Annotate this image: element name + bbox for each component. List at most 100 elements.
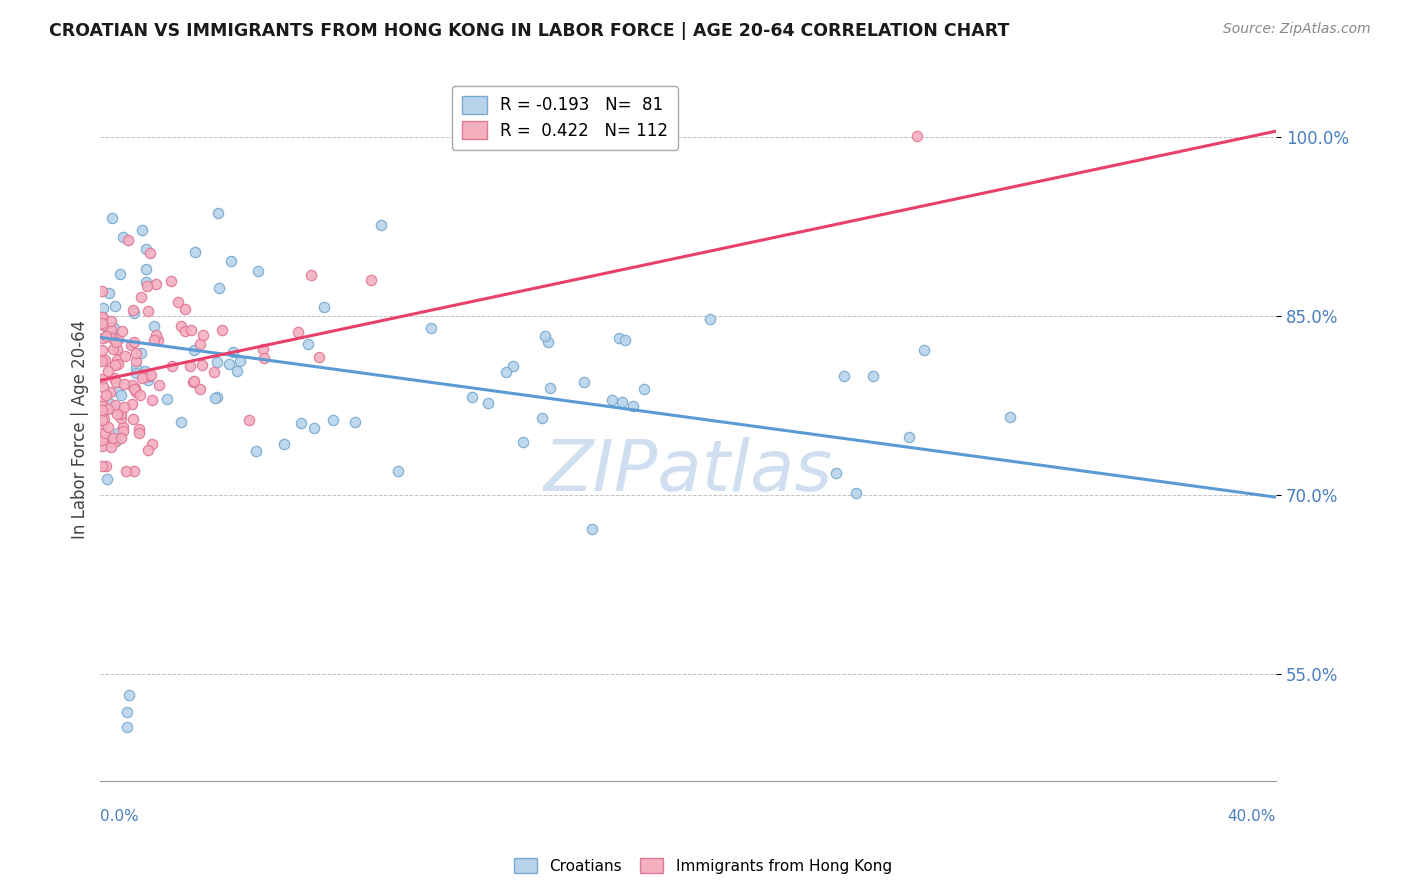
Point [253, 351, 276, 366]
Point [222, 345, 245, 359]
Point [312, 300, 335, 314]
Point [141, 393, 163, 408]
Point [122, 382, 145, 396]
Point [191, 358, 214, 372]
Point [108, 267, 131, 281]
Point [115, 720, 138, 734]
Text: Source: ZipAtlas.com: Source: ZipAtlas.com [1223, 22, 1371, 37]
Point [98, 285, 121, 300]
Point [174, 301, 197, 316]
Point [145, 327, 167, 342]
Point [134, 369, 156, 384]
Point [142, 319, 165, 334]
Point [90, 403, 112, 417]
Point [124, 334, 146, 349]
Point [135, 275, 157, 289]
Point [343, 415, 366, 429]
Point [600, 392, 623, 407]
Point [190, 383, 212, 397]
Point [538, 381, 561, 395]
Point [101, 431, 124, 445]
Point [302, 421, 325, 435]
Point [301, 268, 323, 282]
Point [135, 261, 157, 276]
Point [533, 329, 555, 343]
Point [105, 335, 128, 350]
Point [862, 368, 884, 383]
Point [612, 395, 634, 409]
Point [111, 424, 134, 438]
Point [228, 353, 250, 368]
Point [90, 343, 112, 357]
Point [90, 458, 112, 473]
Point [125, 360, 148, 375]
Legend: R = -0.193   N=  81, R =  0.422   N= 112: R = -0.193 N= 81, R = 0.422 N= 112 [451, 86, 678, 150]
Point [94, 388, 117, 402]
Point [101, 211, 124, 225]
Point [170, 318, 193, 333]
Point [252, 342, 274, 356]
Point [91, 412, 114, 426]
Point [103, 321, 125, 335]
Point [124, 464, 146, 478]
Point [105, 376, 128, 390]
Point [91, 417, 114, 431]
Point [91, 316, 114, 330]
Point [531, 410, 554, 425]
Point [308, 350, 330, 364]
Point [183, 343, 205, 357]
Point [131, 223, 153, 237]
Point [103, 342, 125, 356]
Point [135, 278, 157, 293]
Point [110, 388, 132, 402]
Point [107, 332, 129, 346]
Point [107, 357, 129, 371]
Point [90, 400, 112, 414]
Point [112, 401, 135, 415]
Point [134, 364, 156, 378]
Point [124, 345, 146, 359]
Point [845, 485, 868, 500]
Point [179, 359, 201, 373]
Point [90, 439, 112, 453]
Point [188, 336, 211, 351]
Point [537, 334, 560, 349]
Point [90, 433, 112, 447]
Point [110, 407, 132, 421]
Point [420, 321, 443, 335]
Point [221, 254, 243, 268]
Point [136, 303, 159, 318]
Point [135, 242, 157, 256]
Point [121, 397, 143, 411]
Point [105, 353, 128, 368]
Point [105, 434, 128, 449]
Y-axis label: In Labor Force | Age 20-64: In Labor Force | Age 20-64 [72, 319, 89, 539]
Point [94, 403, 117, 417]
Point [633, 382, 655, 396]
Point [998, 410, 1021, 425]
Point [138, 369, 160, 384]
Point [907, 128, 929, 143]
Point [128, 426, 150, 441]
Point [125, 385, 148, 400]
Point [207, 390, 229, 404]
Point [128, 422, 150, 436]
Point [93, 411, 115, 425]
Point [360, 273, 382, 287]
Legend: Croatians, Immigrants from Hong Kong: Croatians, Immigrants from Hong Kong [508, 852, 898, 880]
Point [461, 390, 484, 404]
Point [572, 375, 595, 389]
Point [273, 437, 295, 451]
Point [100, 322, 122, 336]
Point [112, 229, 135, 244]
Point [183, 374, 205, 388]
Point [104, 358, 127, 372]
Point [125, 354, 148, 368]
Point [912, 343, 935, 358]
Point [162, 359, 184, 373]
Point [297, 336, 319, 351]
Point [124, 380, 146, 394]
Point [107, 384, 129, 399]
Point [101, 401, 124, 415]
Point [93, 331, 115, 345]
